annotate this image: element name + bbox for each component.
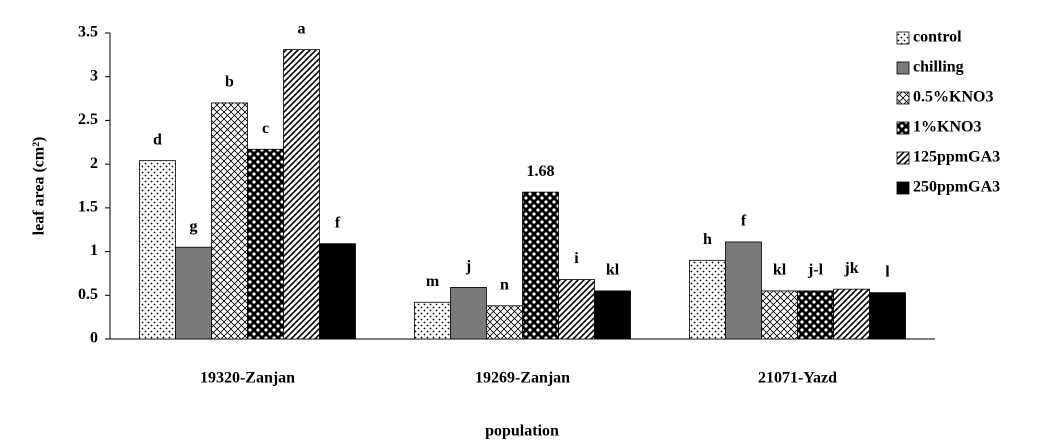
legend-swatch	[896, 121, 910, 135]
y-tick-label: 1	[90, 242, 98, 259]
legend-swatch	[896, 91, 910, 105]
bar-annotation: a	[298, 20, 306, 37]
bar	[869, 292, 906, 340]
x-tick-label: 21071-Yazd	[758, 370, 837, 387]
bar-annotation: j-l	[807, 262, 824, 279]
bar	[522, 191, 559, 340]
bar	[450, 287, 487, 340]
legend-label: 125ppmGA3	[913, 149, 1000, 166]
legend-swatch	[896, 61, 910, 75]
bar	[725, 241, 762, 340]
bar	[761, 290, 798, 340]
y-axis-label: leaf area (cm²)	[31, 137, 48, 236]
bar-annotation: b	[225, 74, 234, 91]
bar	[139, 160, 176, 340]
bar-annotation: m	[426, 273, 440, 290]
y-tick-label: 1.5	[78, 199, 98, 216]
legend-swatch	[896, 151, 910, 165]
bar	[486, 305, 523, 340]
x-tick-label: 19320-Zanjan	[200, 370, 295, 387]
bar-annotation: f	[335, 214, 341, 231]
y-tick-label: 2.5	[78, 111, 98, 128]
bar-annotation: 1.68	[527, 163, 555, 180]
bar-annotation: n	[500, 276, 509, 293]
bar	[594, 290, 631, 340]
legend-label: chilling	[913, 59, 964, 76]
x-tick-label: 19269-Zanjan	[475, 370, 570, 387]
y-tick-label: 3	[90, 67, 98, 84]
bar	[319, 243, 356, 340]
bar-annotation: i	[574, 250, 579, 267]
y-tick-label: 0	[90, 330, 98, 347]
legend-label: 1%KNO3	[913, 119, 981, 136]
bar-annotation: g	[190, 218, 198, 235]
bar	[247, 148, 284, 340]
y-tick-label: 3.5	[78, 24, 98, 41]
bar	[414, 301, 451, 340]
legend-label: control	[913, 29, 962, 46]
bar	[283, 49, 320, 340]
bar	[797, 290, 834, 340]
bar-annotation: f	[741, 213, 747, 230]
bar	[689, 259, 726, 340]
y-tick-label: 0.5	[78, 286, 98, 303]
x-axis-label: population	[485, 423, 559, 440]
bar-annotation: jk	[843, 260, 858, 277]
bar-annotation: h	[703, 231, 712, 248]
bar-annotation: kl	[606, 262, 620, 279]
bar	[175, 246, 212, 340]
legend-label: 250ppmGA3	[913, 179, 1000, 196]
legend-swatch	[896, 181, 910, 195]
bar-annotation: d	[153, 131, 162, 148]
bar	[833, 288, 870, 340]
bar-annotation: c	[262, 120, 269, 137]
bar-annotation: j	[465, 258, 471, 275]
bar-annotation: l	[885, 263, 890, 280]
legend-swatch	[896, 31, 910, 45]
legend-label: 0.5%KNO3	[913, 89, 993, 106]
bar-annotation: kl	[773, 262, 787, 279]
bar	[211, 102, 248, 340]
y-tick-label: 2	[90, 155, 98, 172]
bar	[558, 279, 595, 340]
